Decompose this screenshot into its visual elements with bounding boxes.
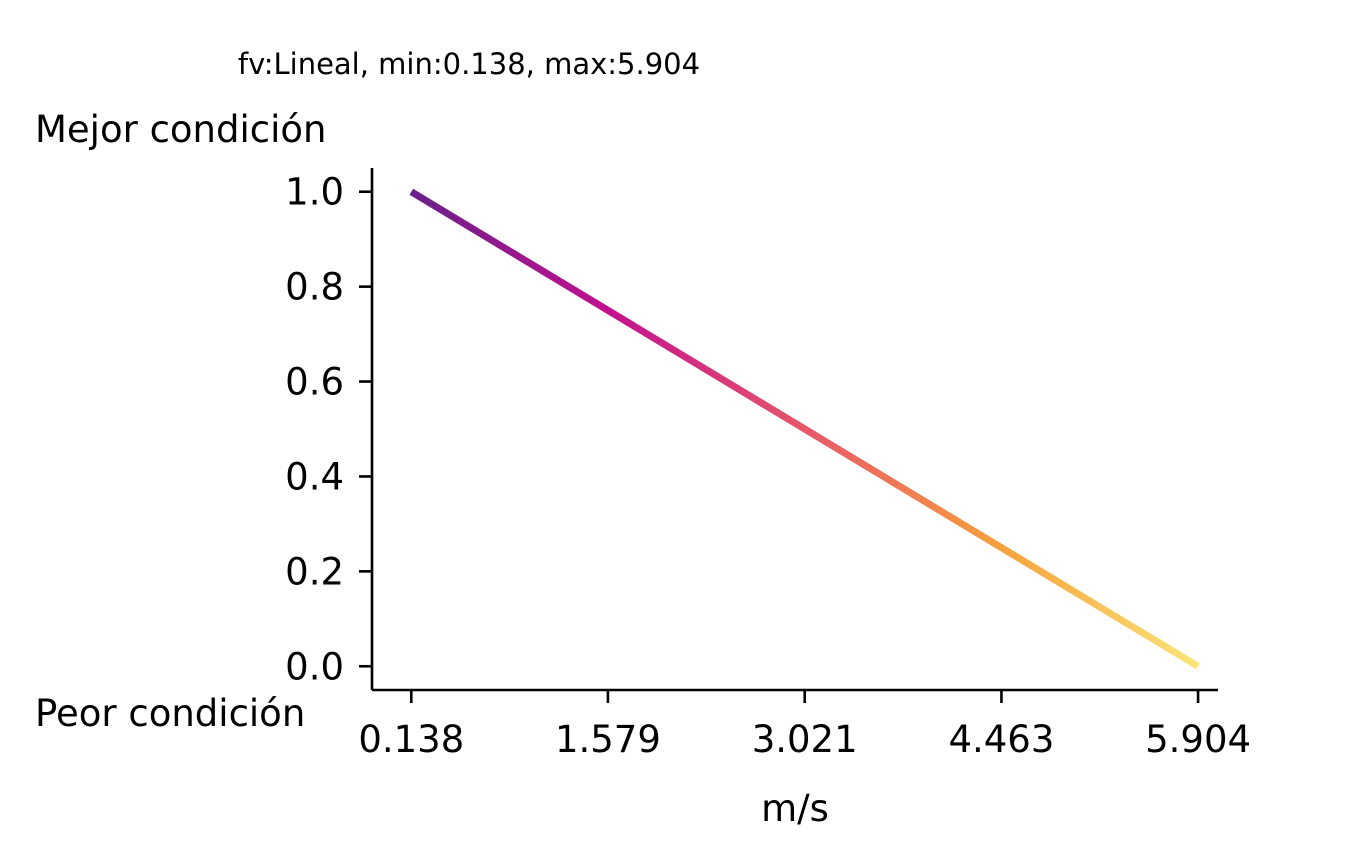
bottom-condition-label: Peor condición	[35, 692, 305, 735]
y-tick-label: 0.8	[285, 266, 344, 309]
y-tick-label: 0.4	[285, 455, 344, 498]
x-axis-ticks: 0.138 1.579 3.021 4.463 5.904	[358, 690, 1251, 761]
x-tick-label: 3.021	[752, 718, 858, 761]
y-axis-ticks: 0.0 0.2 0.4 0.6 0.8 1.0	[285, 171, 372, 688]
top-condition-label: Mejor condición	[35, 108, 326, 151]
x-tick-label: 5.904	[1145, 718, 1251, 761]
chart-title: fv:Lineal, min:0.138, max:5.904	[238, 47, 700, 81]
y-tick-label: 1.0	[285, 171, 344, 214]
series-group	[409, 188, 1200, 670]
y-tick-label: 0.6	[285, 361, 344, 404]
y-tick-label: 0.0	[285, 645, 344, 688]
x-tick-label: 1.579	[555, 718, 661, 761]
x-tick-label: 4.463	[948, 718, 1054, 761]
series-line	[409, 188, 1200, 670]
x-axis-label: m/s	[761, 787, 829, 830]
x-tick-label: 0.138	[358, 718, 464, 761]
y-tick-label: 0.2	[285, 550, 344, 593]
